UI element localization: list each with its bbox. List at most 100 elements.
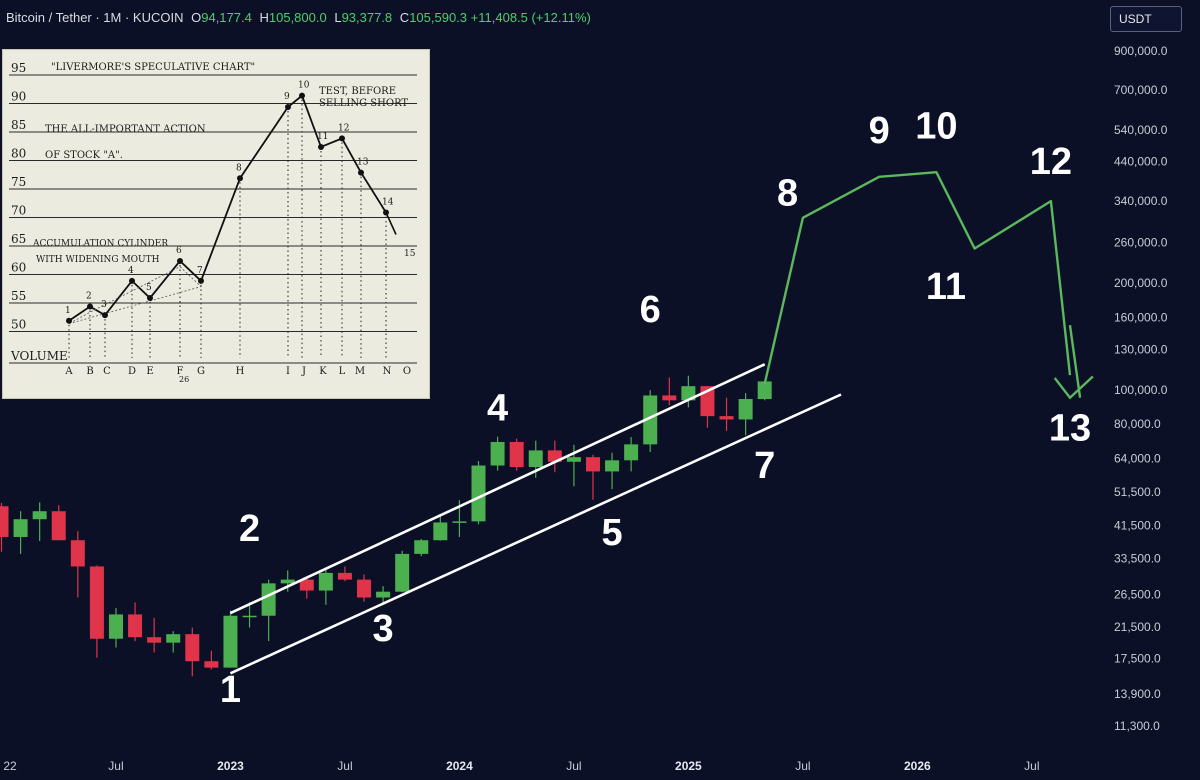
inset-x-letter: L xyxy=(339,366,346,377)
x-tick-label: 2023 xyxy=(217,759,244,773)
channel-line-upper xyxy=(229,363,766,615)
candle-body xyxy=(509,441,524,468)
y-tick-label: 26,500.0 xyxy=(1114,588,1161,602)
inset-point xyxy=(102,312,108,319)
wave-label-10: 10 xyxy=(915,106,957,148)
candle-body xyxy=(624,444,639,461)
inset-y-label: 85 xyxy=(11,118,26,132)
inset-x-letter: D xyxy=(128,366,136,377)
inset-point-label: 12 xyxy=(338,123,349,133)
inset-point xyxy=(383,209,389,216)
y-tick-label: 130,000.0 xyxy=(1114,342,1168,356)
y-tick-label: 440,000.0 xyxy=(1114,154,1168,168)
candle-body xyxy=(70,540,85,567)
inset-subtitle-2: OF STOCK "A". xyxy=(45,150,123,161)
projection-line xyxy=(763,171,1072,385)
inset-y-label: 70 xyxy=(11,204,26,218)
inset-title: "LIVERMORE'S SPECULATIVE CHART" xyxy=(51,62,255,73)
wave-label-11: 11 xyxy=(926,266,966,308)
candle-body xyxy=(433,522,448,541)
inset-cylinder-1: ACCUMULATION CYLINDER xyxy=(32,239,168,249)
x-axis: 22 Jul 2023 Jul 2024 Jul 2025 Jul 2026 Jul xyxy=(3,759,1039,773)
inset-point-label: 7 xyxy=(197,266,203,276)
wave-label-2: 2 xyxy=(239,508,260,550)
open-value: 94,177.4 xyxy=(201,10,252,25)
candle-body xyxy=(204,661,219,668)
inset-point-label: 6 xyxy=(176,246,182,256)
inset-x-letter: E xyxy=(146,366,153,377)
candle-body xyxy=(32,511,47,520)
high-label: H xyxy=(259,10,269,25)
candle-body xyxy=(128,614,143,638)
inset-arrow xyxy=(385,212,397,235)
candle-body xyxy=(605,460,620,472)
candle-body xyxy=(395,553,410,592)
y-axis: 900,000.0 700,000.0 540,000.0 440,000.0 340,… xyxy=(1114,44,1168,733)
inset-x-letter: M xyxy=(355,366,365,377)
wave-label-7: 7 xyxy=(754,445,775,487)
x-tick-label: Jul xyxy=(337,759,352,773)
low-label: L xyxy=(334,10,342,25)
candle-body xyxy=(357,579,372,598)
candle-body xyxy=(13,519,28,537)
inset-y-label: 65 xyxy=(11,232,26,246)
inset-x-letter: G xyxy=(197,366,205,377)
wave-label-13: 13 xyxy=(1049,407,1091,449)
candle-body xyxy=(242,615,257,618)
inset-note-1: TEST, BEFORE xyxy=(319,86,396,97)
inset-point-label: 1 xyxy=(65,306,71,316)
y-tick-label: 21,500.0 xyxy=(1114,620,1161,634)
inset-y-label: 50 xyxy=(11,318,26,332)
inset-point xyxy=(66,317,72,324)
y-tick-label: 160,000.0 xyxy=(1114,310,1168,324)
close-value: 105,590.3 xyxy=(409,10,468,25)
candle-body xyxy=(337,572,352,580)
inset-x-letter: A xyxy=(64,366,73,377)
x-tick-label: Jul xyxy=(566,759,581,773)
inset-point xyxy=(87,303,93,310)
inset-x-letter: H xyxy=(236,366,245,377)
wave-label-1: 1 xyxy=(220,669,241,711)
candle-body xyxy=(738,399,753,420)
y-tick-label: 100,000.0 xyxy=(1114,383,1168,397)
inset-point xyxy=(358,169,364,176)
x-tick-label: 2024 xyxy=(446,759,473,773)
candle-body xyxy=(166,634,181,643)
x-tick-label: Jul xyxy=(795,759,810,773)
wave-label-5: 5 xyxy=(601,512,622,554)
wave-label-3: 3 xyxy=(373,608,394,650)
candles xyxy=(0,375,772,677)
inset-point-label: 11 xyxy=(317,132,328,142)
inset-point-label: 8 xyxy=(236,163,242,173)
candle-body xyxy=(318,572,333,591)
livermore-inset: 95 90 85 80 75 70 65 60 55 50 A B C D E F G H I J K L M N O "LIV… xyxy=(2,49,430,399)
candle-body xyxy=(719,416,734,420)
inset-y-label: 80 xyxy=(11,147,26,161)
currency-button[interactable]: USDT xyxy=(1110,6,1182,32)
channel-line-lower xyxy=(229,393,842,675)
projection-drop xyxy=(1068,324,1082,398)
candle-body xyxy=(51,511,66,541)
candle-body xyxy=(566,457,581,462)
candle-body xyxy=(185,634,200,662)
inset-x-letter: F xyxy=(177,366,184,377)
candle-body xyxy=(223,615,238,668)
inset-point-label: 14 xyxy=(382,198,394,208)
inset-point-label: 4 xyxy=(128,266,134,276)
inset-x-letter: I xyxy=(286,366,290,377)
symbol-name: Bitcoin / Tether · 1M · KUCOIN xyxy=(6,10,184,25)
y-tick-label: 51,500.0 xyxy=(1114,485,1161,499)
inset-x-letter: B xyxy=(86,366,93,377)
inset-note-2: SELLING SHORT xyxy=(319,98,408,109)
candle-body xyxy=(414,540,429,554)
projection-path xyxy=(763,171,1094,400)
inset-x-letter: J xyxy=(301,366,306,377)
inset-page-number: 26 xyxy=(179,375,189,384)
inset-point xyxy=(318,143,324,150)
y-tick-label: 260,000.0 xyxy=(1114,235,1168,249)
x-tick-label: Jul xyxy=(1024,759,1039,773)
